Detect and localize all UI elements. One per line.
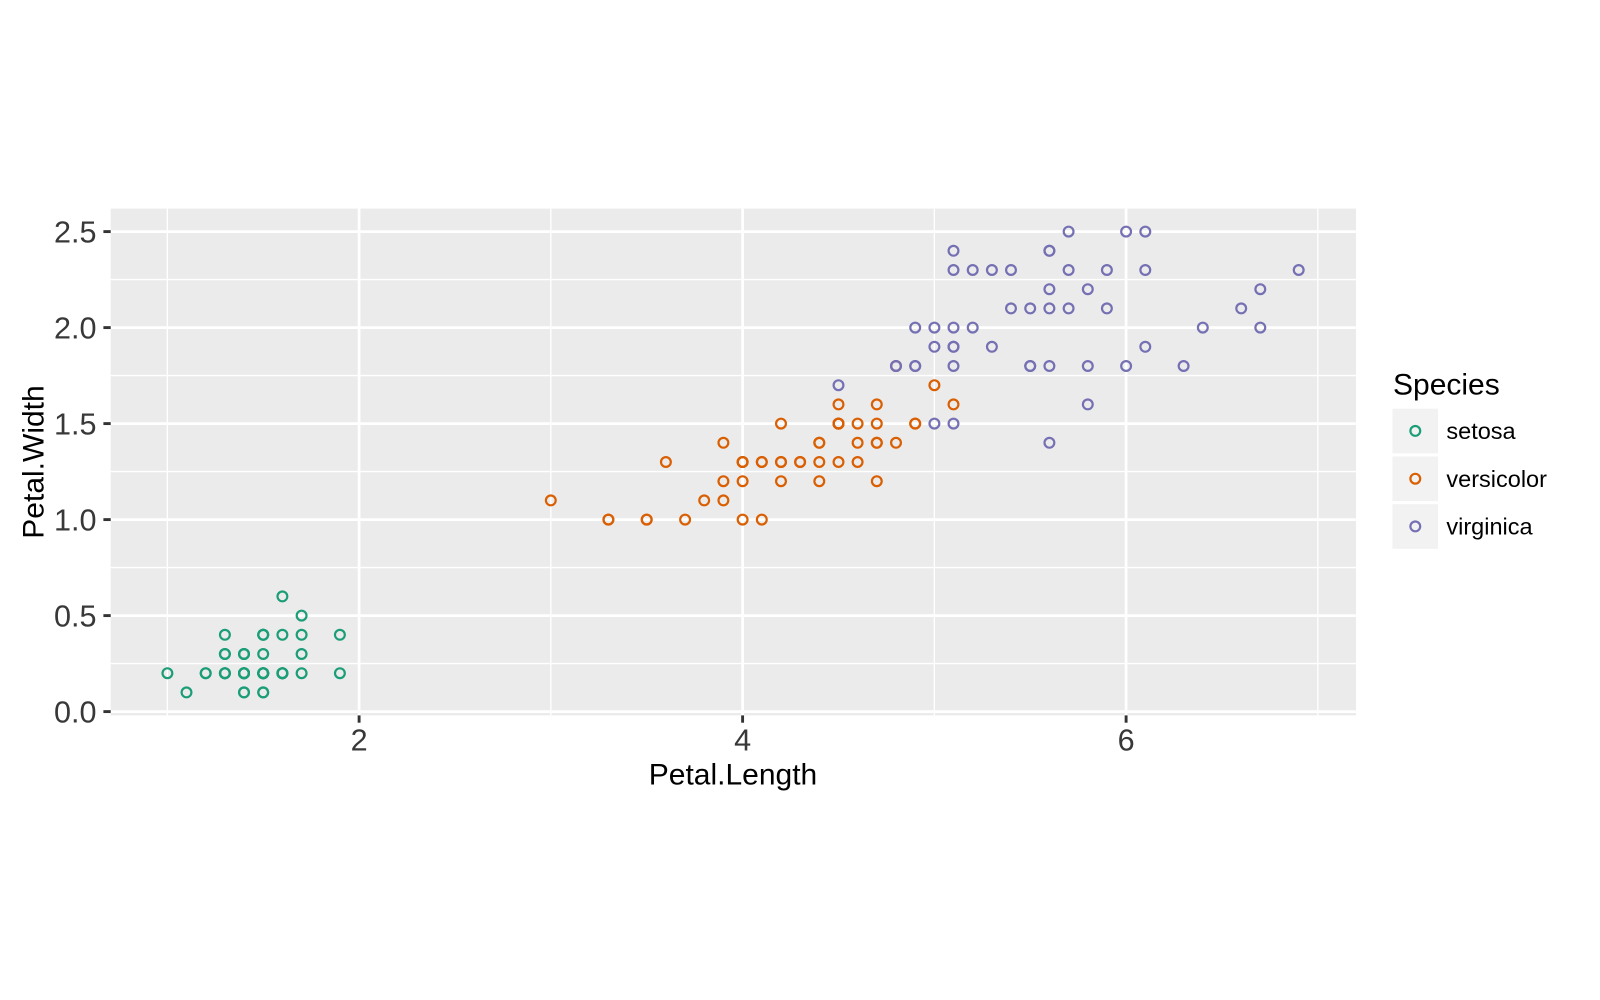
svg-text:virginica: virginica bbox=[1446, 514, 1533, 540]
svg-text:2: 2 bbox=[351, 723, 368, 757]
svg-text:Petal.Length: Petal.Length bbox=[649, 758, 817, 791]
svg-text:2.5: 2.5 bbox=[54, 216, 97, 250]
svg-text:6: 6 bbox=[1118, 723, 1135, 757]
svg-text:0.0: 0.0 bbox=[54, 696, 97, 730]
svg-text:2.0: 2.0 bbox=[54, 312, 97, 346]
svg-text:0.5: 0.5 bbox=[54, 600, 97, 634]
svg-text:1.0: 1.0 bbox=[54, 504, 97, 538]
svg-text:Petal.Width: Petal.Width bbox=[18, 385, 51, 538]
svg-text:4: 4 bbox=[734, 723, 751, 757]
svg-text:1.5: 1.5 bbox=[54, 408, 97, 442]
svg-text:Species: Species bbox=[1393, 369, 1500, 402]
svg-text:versicolor: versicolor bbox=[1446, 466, 1547, 492]
svg-text:setosa: setosa bbox=[1446, 418, 1516, 444]
